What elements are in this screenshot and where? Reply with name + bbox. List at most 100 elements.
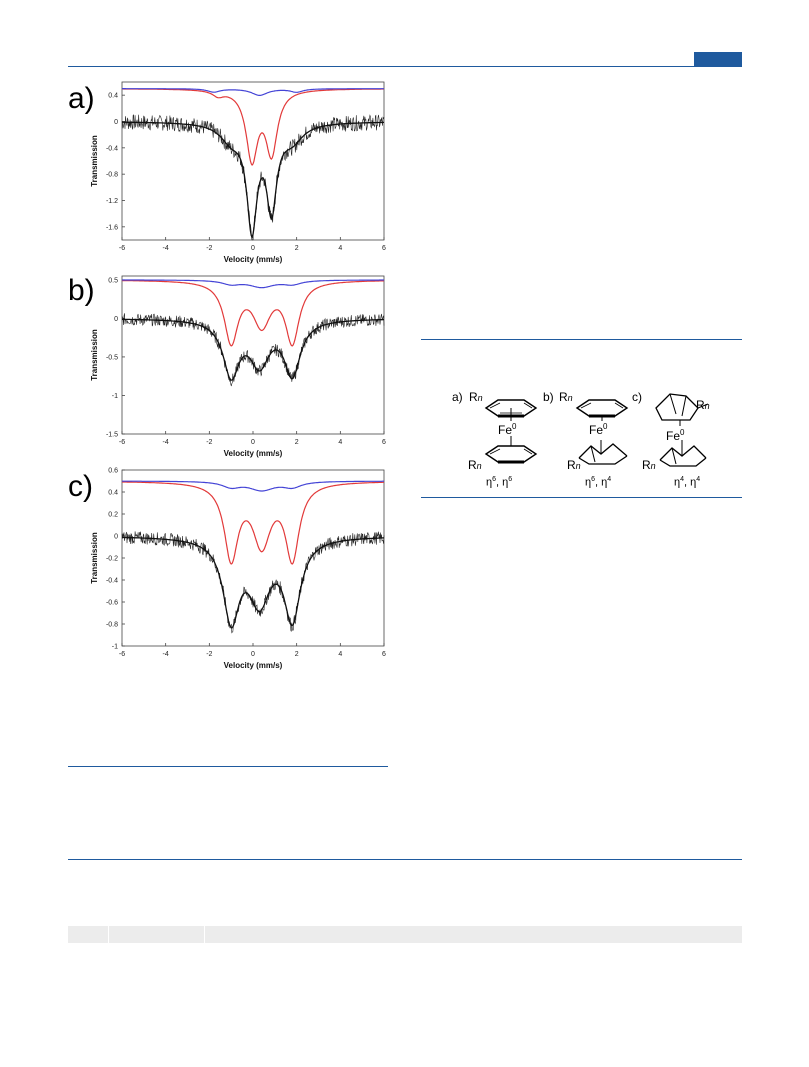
panel-letter-c: c) — [68, 470, 93, 503]
component-series-line — [122, 481, 384, 565]
y-tick-label: -0.6 — [106, 600, 118, 607]
y-tick-label: 0 — [114, 119, 118, 126]
diene-diene-icon — [655, 393, 709, 467]
y-tick-label: -0.2 — [106, 556, 118, 563]
plot-frame — [121, 469, 385, 647]
panel-letter-a: a) — [68, 82, 95, 115]
r-group-label: Rn — [567, 458, 581, 472]
y-axis-label: Transmission — [90, 135, 99, 187]
fit-series-line — [122, 318, 384, 381]
data-series-line — [121, 531, 385, 634]
x-tick-label: 4 — [338, 439, 342, 446]
component-series-line — [122, 280, 384, 347]
y-tick-label: 0.4 — [108, 93, 118, 100]
hapticity-label: η6, η4 — [585, 476, 612, 489]
y-tick-label: -1.5 — [106, 432, 118, 439]
panel-letter-b: b) — [68, 274, 95, 307]
section-rule — [68, 859, 742, 860]
y-tick-label: -0.8 — [106, 172, 118, 179]
x-tick-label: 2 — [295, 439, 299, 446]
r-group-label: Rn — [469, 390, 483, 404]
x-tick-label: -6 — [119, 651, 125, 658]
y-tick-label: -0.4 — [106, 578, 118, 585]
y-axis-label: Transmission — [90, 532, 99, 584]
x-tick-label: -4 — [163, 439, 169, 446]
mossbauer-plot-b: -6 -4 -2 0 2 4 6 0.5 0 -0.5 -1 -1.5 Velocity (mm/s) T… — [84, 272, 394, 469]
y-tick-label: -0.8 — [106, 622, 118, 629]
y-tick-label: -1.2 — [106, 198, 118, 205]
plot-frame — [121, 275, 385, 435]
x-tick-label: -6 — [119, 439, 125, 446]
x-tick-label: -6 — [119, 245, 125, 252]
header-accent-tab — [694, 52, 742, 66]
x-tick-label: -2 — [206, 651, 212, 658]
table-column-divider — [204, 926, 205, 943]
metal-label: Fe0 — [589, 422, 608, 437]
table-header-band — [68, 926, 742, 943]
y-tick-label: -1.6 — [106, 224, 118, 231]
y-tick-label: -0.4 — [106, 145, 118, 152]
table-column-divider — [108, 926, 109, 943]
component-series-line — [122, 88, 384, 166]
data-series-line — [121, 114, 385, 241]
metal-label: Fe0 — [666, 428, 685, 443]
figure-caption-rule — [68, 766, 388, 767]
plot-frame — [121, 81, 385, 241]
mossbauer-chart-a: -6 -4 -2 0 2 4 6 0.4 0 -0.4 -0.8 -1.2 -1.6 Velocity (… — [90, 81, 386, 264]
r-group-label: Rn — [468, 458, 482, 472]
x-axis-label: Velocity (mm/s) — [224, 255, 283, 264]
x-tick-label: 6 — [382, 651, 386, 658]
scheme-letter-c: c) — [632, 390, 642, 404]
y-axis-label: Transmission — [90, 329, 99, 381]
y-tick-label: 0.5 — [108, 277, 118, 284]
y-tick-label: 0.2 — [108, 512, 118, 519]
x-tick-label: 2 — [295, 245, 299, 252]
hapticity-label: η6, η6 — [486, 476, 513, 489]
x-tick-label: 0 — [251, 651, 255, 658]
mossbauer-chart-b: -6 -4 -2 0 2 4 6 0.5 0 -0.5 -1 -1.5 Velocity (mm/s) T… — [90, 275, 386, 458]
mossbauer-chart-c: -6 -4 -2 0 2 4 6 0.6 0.4 0.2 0 -0.2 -0.4 -0.6 -0.8 -1 Ve… — [90, 468, 386, 671]
fit-series-line — [122, 121, 384, 239]
component-series-line — [122, 480, 384, 492]
y-tick-label: 0.6 — [108, 468, 118, 475]
x-tick-label: 0 — [251, 439, 255, 446]
metal-label: Fe0 — [498, 422, 517, 437]
data-series-line — [121, 313, 385, 387]
fit-series-line — [121, 536, 384, 629]
scheme-item-a: a) Rn Fe0 Rn η6, η6 — [452, 386, 547, 492]
x-tick-label: 6 — [382, 439, 386, 446]
arene-ring-icon — [484, 399, 538, 464]
mossbauer-plot-a: -6 -4 -2 0 2 4 6 0.4 0 -0.4 -0.8 -1.2 -1.6 Velocity (… — [84, 78, 394, 275]
scheme-item-c: c) Rn Fe0 Rn η4, η4 — [632, 386, 732, 492]
component-series-line — [122, 279, 384, 289]
x-tick-label: 0 — [251, 245, 255, 252]
r-group-label: Rn — [559, 390, 573, 404]
y-tick-label: 0 — [114, 316, 118, 323]
scheme-bottom-rule — [421, 497, 742, 498]
x-tick-label: -2 — [206, 439, 212, 446]
arene-diene-icon — [575, 399, 629, 465]
r-group-label: Rn — [696, 398, 710, 412]
y-tick-label: -0.5 — [106, 354, 118, 361]
mossbauer-plot-c: -6 -4 -2 0 2 4 6 0.6 0.4 0.2 0 -0.2 -0.4 -0.6 -0.8 -1 Ve… — [84, 466, 394, 681]
x-tick-label: 4 — [338, 245, 342, 252]
header-rule — [68, 66, 742, 67]
y-tick-label: -1 — [112, 644, 118, 651]
y-tick-label: -1 — [112, 393, 118, 400]
x-tick-label: -2 — [206, 245, 212, 252]
scheme-item-b: b) Rn Fe0 Rn η6, η4 — [543, 386, 638, 492]
x-tick-label: 2 — [295, 651, 299, 658]
x-tick-label: -4 — [163, 245, 169, 252]
y-tick-label: 0.4 — [108, 490, 118, 497]
x-tick-label: -4 — [163, 651, 169, 658]
scheme-letter-a: a) — [452, 390, 463, 404]
x-tick-label: 4 — [338, 651, 342, 658]
scheme-top-rule — [421, 339, 742, 340]
x-axis-label: Velocity (mm/s) — [224, 449, 283, 458]
x-tick-label: 6 — [382, 245, 386, 252]
x-axis-label: Velocity (mm/s) — [224, 661, 283, 670]
y-tick-label: 0 — [114, 534, 118, 541]
hapticity-label: η4, η4 — [674, 476, 701, 489]
r-group-label: Rn — [642, 458, 656, 472]
scheme-letter-b: b) — [543, 390, 554, 404]
